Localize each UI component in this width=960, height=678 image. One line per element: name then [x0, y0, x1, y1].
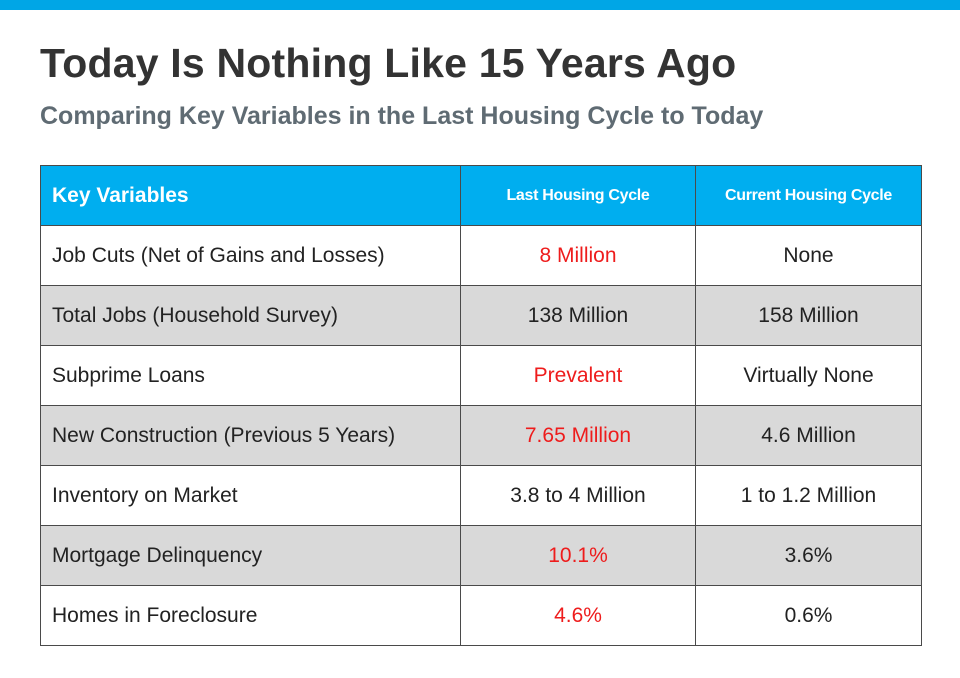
- current-cycle-value: 1 to 1.2 Million: [695, 465, 922, 526]
- column-header-key-variables: Key Variables: [40, 165, 461, 226]
- page-title: Today Is Nothing Like 15 Years Ago: [40, 40, 737, 86]
- last-cycle-value: 8 Million: [460, 225, 696, 286]
- page-subtitle: Comparing Key Variables in the Last Hous…: [40, 102, 764, 130]
- current-cycle-value: Virtually None: [695, 345, 922, 406]
- table-row: Homes in Foreclosure 4.6% 0.6%: [40, 585, 922, 646]
- last-cycle-value: Prevalent: [460, 345, 696, 406]
- row-label: Inventory on Market: [40, 465, 461, 526]
- row-label: Total Jobs (Household Survey): [40, 285, 461, 346]
- row-label: Mortgage Delinquency: [40, 525, 461, 586]
- row-label: New Construction (Previous 5 Years): [40, 405, 461, 466]
- current-cycle-value: 0.6%: [695, 585, 922, 646]
- last-cycle-value: 10.1%: [460, 525, 696, 586]
- current-cycle-value: 3.6%: [695, 525, 922, 586]
- last-cycle-value: 3.8 to 4 Million: [460, 465, 696, 526]
- current-cycle-value: None: [695, 225, 922, 286]
- last-cycle-value: 138 Million: [460, 285, 696, 346]
- last-cycle-value: 4.6%: [460, 585, 696, 646]
- column-header-current-cycle: Current Housing Cycle: [695, 165, 922, 226]
- row-label: Homes in Foreclosure: [40, 585, 461, 646]
- table-row: New Construction (Previous 5 Years) 7.65…: [40, 405, 922, 466]
- row-label: Job Cuts (Net of Gains and Losses): [40, 225, 461, 286]
- current-cycle-value: 158 Million: [695, 285, 922, 346]
- table-row: Total Jobs (Household Survey) 138 Millio…: [40, 285, 922, 346]
- row-label: Subprime Loans: [40, 345, 461, 406]
- table-row: Job Cuts (Net of Gains and Losses) 8 Mil…: [40, 225, 922, 286]
- table-row: Inventory on Market 3.8 to 4 Million 1 t…: [40, 465, 922, 526]
- table-row: Subprime Loans Prevalent Virtually None: [40, 345, 922, 406]
- current-cycle-value: 4.6 Million: [695, 405, 922, 466]
- table-row: Mortgage Delinquency 10.1% 3.6%: [40, 525, 922, 586]
- comparison-table: Key Variables Last Housing Cycle Current…: [40, 165, 922, 646]
- last-cycle-value: 7.65 Million: [460, 405, 696, 466]
- column-header-last-cycle: Last Housing Cycle: [460, 165, 696, 226]
- top-accent-bar: [0, 0, 960, 10]
- table-header-row: Key Variables Last Housing Cycle Current…: [40, 165, 922, 226]
